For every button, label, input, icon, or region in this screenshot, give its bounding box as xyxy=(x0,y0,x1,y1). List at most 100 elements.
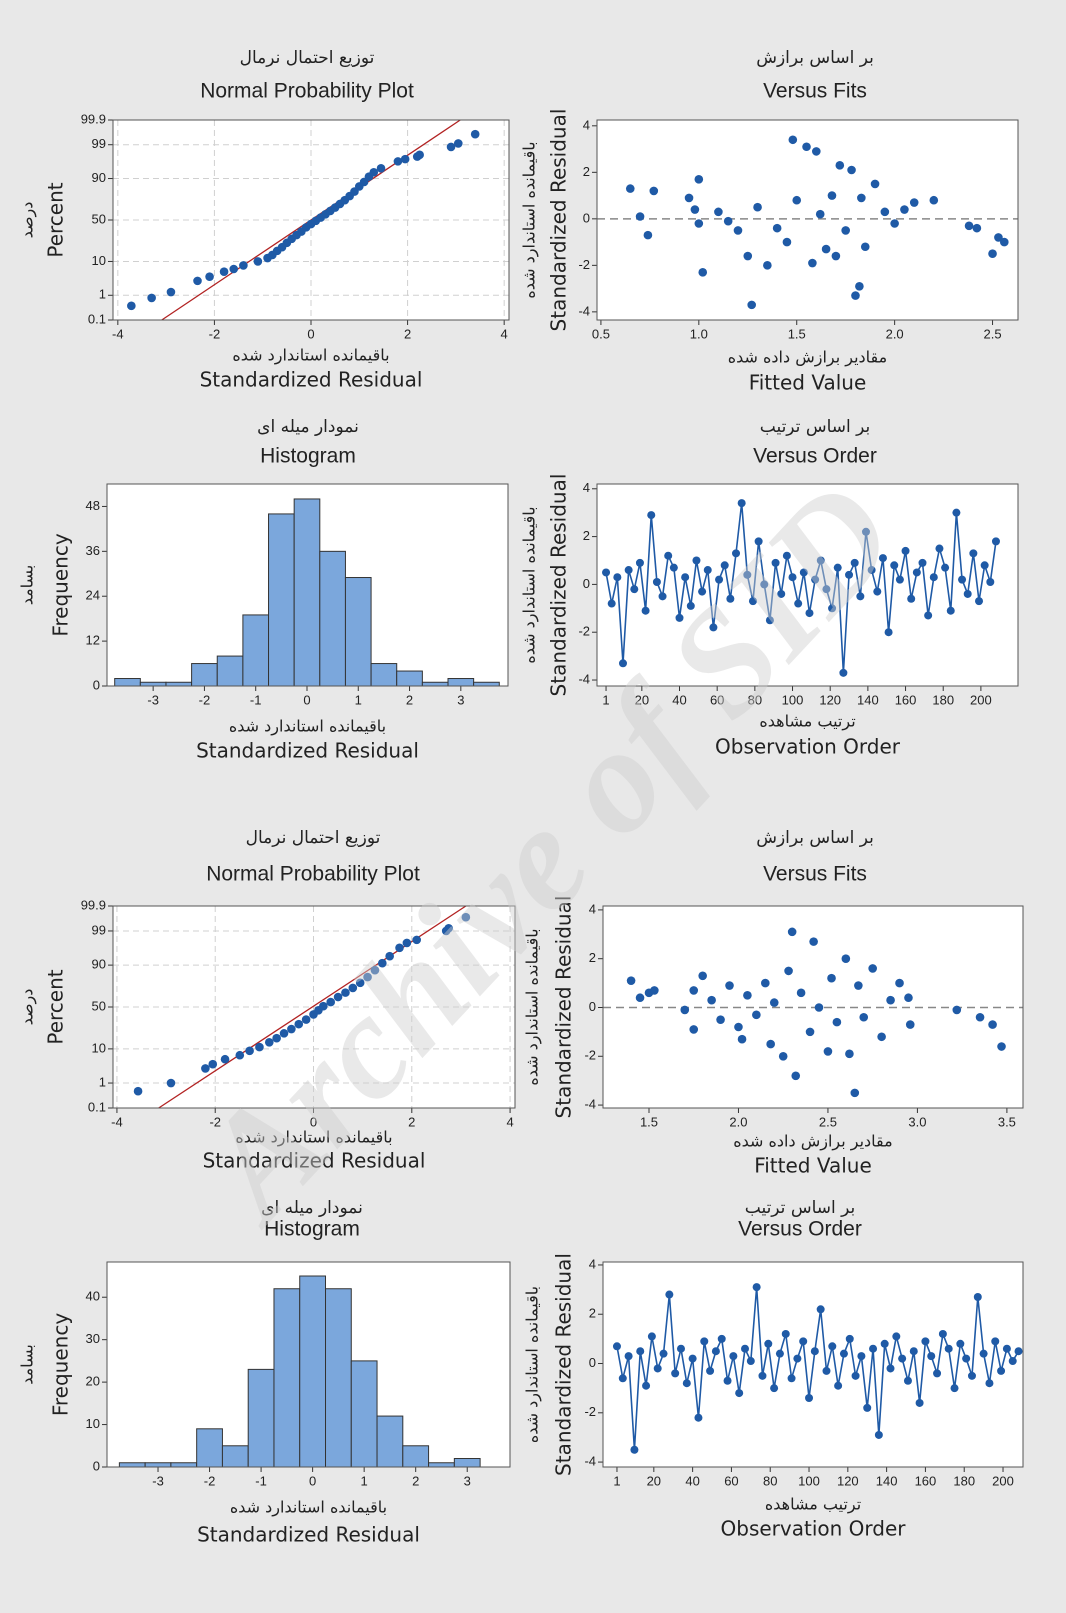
data-point xyxy=(851,1371,860,1380)
data-point xyxy=(698,587,707,596)
data-point xyxy=(675,613,684,622)
data-point xyxy=(980,561,989,570)
chart-title-fa: بر اساس برازش xyxy=(756,48,874,68)
data-point xyxy=(688,1354,697,1363)
data-point xyxy=(229,264,239,274)
plot-frame xyxy=(112,905,516,1109)
data-point xyxy=(341,988,350,997)
x-tick-label: 2 xyxy=(408,1114,415,1129)
histogram-bar xyxy=(293,498,321,687)
data-point xyxy=(239,261,248,270)
histogram-bar xyxy=(144,1462,172,1468)
y-axis-label: Standardized Residual xyxy=(552,896,576,1119)
data-point xyxy=(863,1403,872,1412)
x-tick-label: 40 xyxy=(685,1473,699,1488)
data-point xyxy=(602,568,611,577)
data-point xyxy=(833,563,842,572)
data-point xyxy=(991,1337,1000,1346)
data-point xyxy=(827,973,836,983)
x-tick-label: 0 xyxy=(307,326,314,341)
data-point xyxy=(841,226,850,235)
data-point xyxy=(880,1339,889,1348)
data-point xyxy=(772,223,782,233)
data-point xyxy=(725,981,734,990)
data-point xyxy=(636,1347,645,1356)
histogram-bar xyxy=(421,681,449,687)
data-point xyxy=(905,1020,915,1029)
chart-title-fa: توزیع احتمال نرمال xyxy=(246,828,381,848)
histogram-bar xyxy=(216,655,244,687)
x-tick-label: 2 xyxy=(404,326,411,341)
data-point xyxy=(737,1034,747,1044)
chart-title: Normal Probability Plot xyxy=(206,863,420,886)
data-point xyxy=(808,258,817,268)
histogram-bar xyxy=(428,1462,455,1468)
y-tick-label: 99.9 xyxy=(81,111,106,126)
y-tick-label: -4 xyxy=(578,671,590,686)
y-tick-label: 4 xyxy=(583,480,590,495)
data-point xyxy=(782,551,791,560)
data-point xyxy=(363,972,372,982)
data-point xyxy=(856,592,865,601)
x-tick-label: 3 xyxy=(457,692,464,707)
y-tick-label: 0 xyxy=(93,1458,100,1473)
y-axis-label: Frequency xyxy=(49,533,73,636)
data-point xyxy=(1014,1347,1023,1356)
data-point xyxy=(832,1017,842,1027)
x-tick-label: 3.5 xyxy=(998,1114,1016,1129)
chart-title-fa: بر اساس ترتیب xyxy=(745,1198,855,1218)
x-axis-label-fa: ترتیب مشاهده xyxy=(759,712,855,732)
data-point xyxy=(758,1371,767,1380)
data-point xyxy=(854,981,863,990)
data-point xyxy=(811,575,820,584)
data-point xyxy=(962,1354,971,1363)
data-point xyxy=(861,527,870,536)
data-point xyxy=(921,1337,930,1346)
data-point xyxy=(958,575,967,584)
data-point xyxy=(901,546,910,555)
y-tick-label: 99.9 xyxy=(81,897,106,912)
histogram-bar xyxy=(344,577,372,687)
data-point xyxy=(287,1024,296,1034)
data-point xyxy=(607,599,616,608)
data-point xyxy=(703,566,712,575)
y-tick-label: 2 xyxy=(589,1306,596,1321)
histogram-bar xyxy=(299,1275,327,1468)
data-point xyxy=(788,135,798,145)
data-point xyxy=(969,549,978,558)
data-point xyxy=(279,1029,289,1038)
x-tick-label: 100 xyxy=(798,1473,820,1488)
data-point xyxy=(709,623,718,632)
y-tick-label: 0.1 xyxy=(88,311,106,326)
data-point xyxy=(643,230,653,240)
data-point xyxy=(805,1394,814,1403)
data-point xyxy=(625,184,635,193)
y-tick-label: -2 xyxy=(578,257,590,272)
data-point xyxy=(694,175,704,184)
data-point xyxy=(845,1334,854,1343)
data-point xyxy=(904,993,913,1003)
x-tick-label: 180 xyxy=(932,692,954,707)
y-tick-label: 0 xyxy=(583,210,590,225)
data-point xyxy=(737,499,746,508)
x-tick-label: 120 xyxy=(837,1473,859,1488)
data-point xyxy=(898,1354,907,1363)
y-tick-label: 0.1 xyxy=(88,1099,106,1114)
data-point xyxy=(264,1038,274,1047)
x-tick-label: 2.5 xyxy=(819,1114,837,1129)
data-point xyxy=(147,293,156,303)
data-point xyxy=(999,237,1009,247)
data-point xyxy=(733,226,743,235)
data-point xyxy=(886,1364,895,1373)
data-point xyxy=(816,1305,825,1314)
data-point xyxy=(873,587,882,596)
histogram-bar xyxy=(325,1288,352,1468)
data-point xyxy=(835,161,845,170)
x-tick-label: 0 xyxy=(309,1473,316,1488)
x-tick-label: 40 xyxy=(672,692,686,707)
data-point xyxy=(766,1039,775,1049)
data-point xyxy=(938,1329,947,1338)
data-point xyxy=(900,205,909,214)
chart-panel: نمودار میله ای Histogram باقیمانده استاندا… xyxy=(18,417,509,763)
